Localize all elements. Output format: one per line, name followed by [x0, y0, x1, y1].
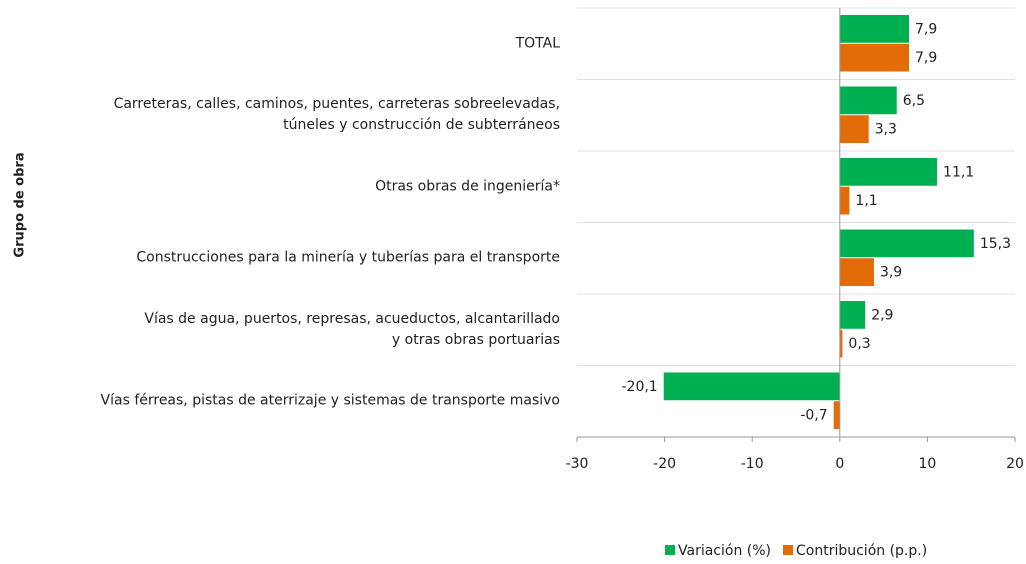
x-tick-label: 0 [835, 456, 844, 472]
y-axis-label: Grupo de obra [13, 152, 28, 257]
category-label: Vías de agua, puertos, represas, acueduc… [144, 310, 560, 348]
bar [839, 115, 869, 143]
value-label: 11,1 [943, 164, 974, 180]
value-label: 0,3 [848, 336, 870, 352]
bar [839, 15, 910, 43]
value-label: -0,7 [800, 408, 827, 424]
value-label: -20,1 [621, 379, 657, 395]
category-label: Vías férreas, pistas de aterrizaje y sis… [100, 392, 560, 409]
value-label: 7,9 [915, 21, 937, 37]
value-label: 3,9 [880, 265, 902, 281]
x-tick-label: 20 [1006, 456, 1024, 472]
x-tick-label: 10 [918, 456, 936, 472]
value-label: 3,3 [875, 122, 897, 138]
bar [839, 43, 910, 72]
bar [839, 258, 874, 286]
x-tick-label: -30 [566, 456, 589, 472]
bar [839, 186, 850, 215]
bar [839, 158, 938, 186]
x-tick-label: -20 [653, 456, 676, 472]
value-label: 2,9 [871, 307, 893, 323]
legend-swatch [665, 545, 675, 555]
category-label: Carreteras, calles, caminos, puentes, ca… [113, 96, 560, 134]
bar [839, 329, 843, 358]
category-label: TOTAL [515, 35, 560, 52]
legend-label: Contribución (p.p.) [796, 543, 927, 559]
category-label: Otras obras de ingeniería* [375, 178, 560, 195]
value-label: 1,1 [855, 193, 877, 209]
bar [839, 301, 866, 329]
bar [663, 372, 840, 401]
value-label: 15,3 [980, 236, 1011, 252]
bar [833, 401, 840, 429]
bar [839, 86, 897, 115]
legend-label: Variación (%) [678, 543, 771, 559]
legend-swatch [783, 545, 793, 555]
category-label: Construcciones para la minería y tubería… [136, 249, 560, 266]
value-label: 7,9 [915, 50, 937, 66]
bar [839, 229, 974, 258]
value-label: 6,5 [903, 93, 925, 109]
x-tick-label: -10 [741, 456, 764, 472]
